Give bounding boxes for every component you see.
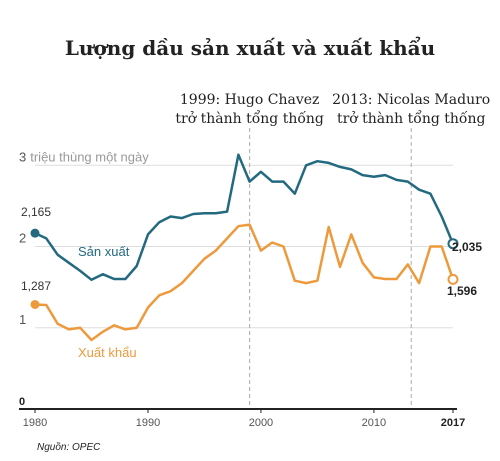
series-start-point-2 xyxy=(30,299,40,309)
chart-title: Lượng dầu sản xuất và xuất khẩu xyxy=(65,35,435,60)
event-label-2-line-2: trở thành tổng thống xyxy=(337,109,486,127)
event-label-2-line-1: 2013: Nicolas Maduro xyxy=(332,92,490,108)
y-tick-label-3: 3 triệu thùng một ngày xyxy=(19,149,149,164)
y-tick-value: 0 xyxy=(19,396,25,408)
y-axis-unit: triệu thùng một ngày xyxy=(30,149,149,164)
data-labels: Sản xuất 2,165 2,035 Xuất khẩu 1,287 1,596 xyxy=(21,205,482,360)
y-tick-label-1: 1 xyxy=(19,312,26,327)
x-tick-label-2017: 2017 xyxy=(441,417,465,429)
y-tick-value: 1 xyxy=(19,312,26,327)
series-lines xyxy=(30,153,459,342)
source-note: Nguồn: OPEC xyxy=(37,441,101,453)
x-tick-label-1980: 1980 xyxy=(23,417,47,429)
series-end-point-2 xyxy=(447,273,459,285)
series-end-value-1: 2,035 xyxy=(452,240,482,254)
axes: 1980 1990 2000 2010 2017 xyxy=(19,408,465,429)
series-line-1 xyxy=(34,153,455,282)
series-name-label-2: Xuất khẩu xyxy=(78,345,137,360)
y-tick-value: 2 xyxy=(19,231,26,246)
y-tick-label-0: 0 xyxy=(19,396,25,408)
event-label-1-line-1: 1999: Hugo Chavez xyxy=(180,92,320,108)
y-tick-value: 3 xyxy=(19,149,26,164)
series-line-2 xyxy=(34,223,455,342)
x-tick-label-2000: 2000 xyxy=(249,417,273,429)
grid: 0 1 2 3 triệu thùng một ngày xyxy=(19,149,453,408)
series-name-label-1: Sản xuất xyxy=(78,244,130,259)
series-end-value-2: 1,596 xyxy=(447,284,477,298)
event-label-1-line-2: trở thành tổng thống xyxy=(175,109,324,127)
series-start-value-2: 1,287 xyxy=(21,279,51,293)
series-start-value-1: 2,165 xyxy=(21,205,51,219)
x-tick-label-2010: 2010 xyxy=(362,417,386,429)
x-tick-label-1990: 1990 xyxy=(136,417,160,429)
series-end-point-1 xyxy=(447,238,459,250)
y-tick-label-2: 2 xyxy=(19,231,26,246)
series-start-point-1 xyxy=(30,228,40,238)
